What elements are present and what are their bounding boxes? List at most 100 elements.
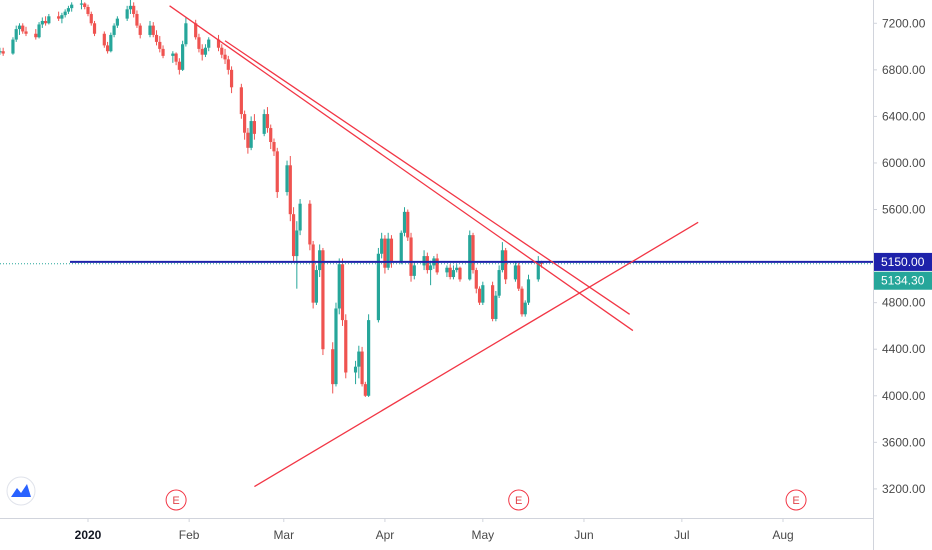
candle-body xyxy=(57,16,61,19)
candle xyxy=(520,286,524,317)
candle xyxy=(429,260,433,286)
trendline[interactable] xyxy=(224,40,631,315)
candle xyxy=(331,342,335,394)
candle-body xyxy=(161,48,165,56)
candle xyxy=(357,345,361,379)
candle-body xyxy=(331,349,335,385)
candle-body xyxy=(40,20,44,25)
earnings-event-marker[interactable]: E xyxy=(165,489,187,511)
candle xyxy=(494,291,498,322)
candle xyxy=(40,17,44,28)
earnings-event-marker[interactable]: E xyxy=(508,489,530,511)
candle xyxy=(402,207,407,237)
candle-body xyxy=(402,211,407,233)
candle-body xyxy=(504,250,508,280)
candle-body xyxy=(318,250,322,271)
candle xyxy=(14,25,18,42)
candle-body xyxy=(481,285,485,303)
candle-body xyxy=(105,45,110,52)
candle xyxy=(184,17,188,47)
candle-body xyxy=(314,270,319,303)
candle xyxy=(471,232,475,274)
candle-body xyxy=(128,5,133,10)
candle xyxy=(468,230,472,281)
trendline[interactable] xyxy=(169,5,634,332)
candle xyxy=(360,346,364,387)
candle xyxy=(177,58,181,75)
candle xyxy=(363,381,367,397)
candle xyxy=(334,302,338,387)
candle-body xyxy=(226,59,230,70)
candle xyxy=(517,263,521,292)
logo-icon[interactable] xyxy=(6,476,36,506)
candle xyxy=(158,36,162,53)
candle-body xyxy=(174,53,178,62)
candle xyxy=(243,110,247,140)
candle-body xyxy=(216,39,221,48)
candle-body xyxy=(494,295,498,319)
event-circle xyxy=(165,489,187,511)
trendline[interactable] xyxy=(254,221,699,488)
candle xyxy=(223,48,227,65)
x-tick-label: 2020 xyxy=(75,528,102,542)
candle-body xyxy=(86,6,90,14)
candle xyxy=(523,300,527,317)
x-tick-label: Feb xyxy=(179,528,200,542)
earnings-event-marker[interactable]: E xyxy=(785,489,807,511)
candle xyxy=(115,16,119,28)
candle-body xyxy=(112,25,116,35)
candle xyxy=(308,200,312,251)
candle-body xyxy=(298,203,302,231)
candle xyxy=(216,34,221,52)
candle-body xyxy=(399,232,403,262)
candle xyxy=(445,265,449,278)
candle-body xyxy=(422,256,426,266)
candle xyxy=(262,109,266,137)
candle xyxy=(34,29,38,40)
candle-body xyxy=(138,25,142,35)
candle xyxy=(491,281,495,322)
candle xyxy=(63,9,67,18)
candle xyxy=(197,33,201,53)
candle-body xyxy=(132,5,136,14)
candle xyxy=(229,66,234,94)
candle xyxy=(171,51,175,63)
candle xyxy=(474,267,478,294)
candle xyxy=(386,232,390,271)
candle-body xyxy=(474,270,478,289)
candle-body xyxy=(435,258,439,273)
candle xyxy=(132,2,136,18)
candle-body xyxy=(220,47,224,55)
candle-body xyxy=(451,270,456,278)
candle xyxy=(203,44,208,58)
candle-body xyxy=(262,114,266,134)
candle xyxy=(340,258,345,326)
candle-body xyxy=(200,48,204,55)
candle xyxy=(207,37,211,52)
candle xyxy=(92,20,97,37)
candle-body xyxy=(285,165,289,193)
candle xyxy=(70,2,74,12)
candle xyxy=(151,22,155,38)
candle-body xyxy=(311,244,315,303)
x-tick-label: May xyxy=(471,528,494,542)
y-tick-label: 3600.00 xyxy=(882,435,926,449)
candle xyxy=(288,155,292,222)
candle xyxy=(455,264,459,273)
candle-body xyxy=(1,51,5,54)
candle xyxy=(536,256,540,282)
candle-body xyxy=(429,265,433,271)
y-tick-label: 6800.00 xyxy=(882,63,926,77)
y-tick-label: 3200.00 xyxy=(882,482,926,496)
candle xyxy=(57,11,61,21)
y-tick-label: 6400.00 xyxy=(882,109,926,123)
candle-body xyxy=(380,238,384,254)
candle xyxy=(102,31,106,48)
candle-body xyxy=(295,230,299,257)
candle-body xyxy=(386,238,390,268)
candle xyxy=(412,261,416,280)
candle xyxy=(321,247,325,356)
candle-body xyxy=(37,24,41,38)
